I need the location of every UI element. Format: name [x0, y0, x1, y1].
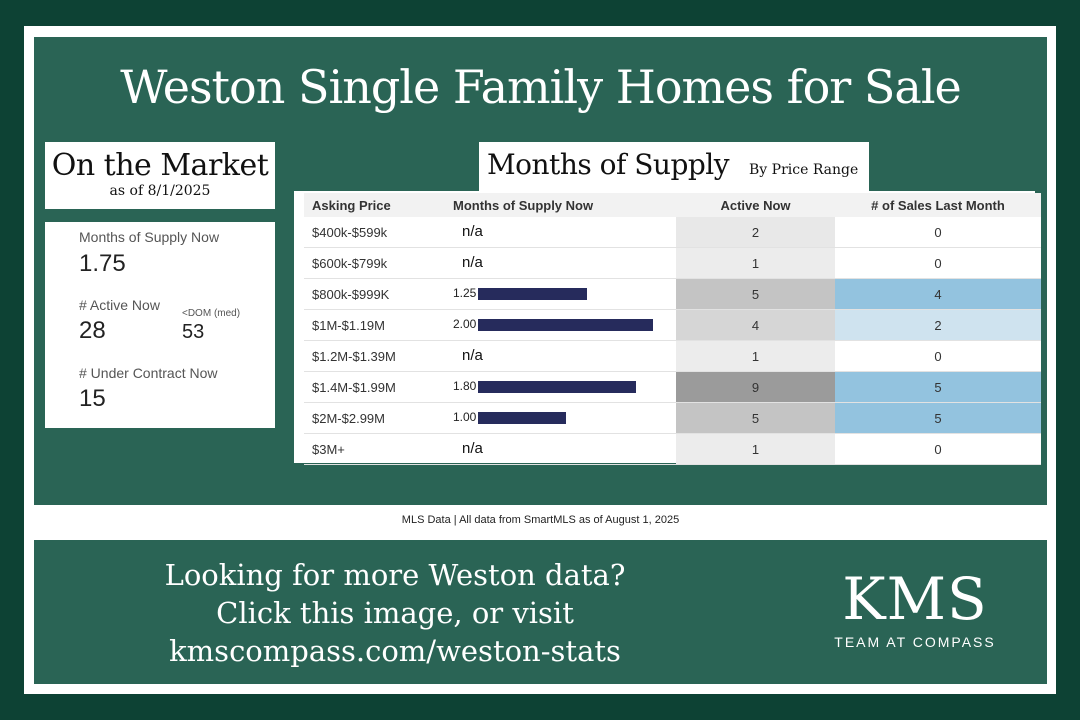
- table-row: $1.4M-$1.99M 1.80 9 5: [304, 371, 1041, 403]
- contract-value: 15: [79, 385, 106, 412]
- months-supply-cell: n/a: [445, 217, 676, 248]
- footnote: MLS Data | All data from SmartMLS as of …: [401, 514, 680, 526]
- price-range-cell: $800k-$999K: [304, 278, 445, 310]
- months-supply-value: 1.25: [453, 286, 477, 300]
- sales-last-month-cell: 0: [835, 433, 1041, 465]
- months-supply-bar: [478, 381, 636, 393]
- contract-label: # Under Contract Now: [79, 365, 218, 381]
- sales-last-month-cell: 0: [835, 340, 1041, 372]
- logo-mark: KMS: [842, 565, 988, 633]
- table-row: $600k-$799k n/a 1 0: [304, 247, 1041, 279]
- months-supply-cell: n/a: [445, 340, 676, 372]
- supply-subtitle: By Price Range: [749, 162, 859, 178]
- months-supply-na: n/a: [462, 223, 483, 240]
- header-asking-price: Asking Price: [304, 193, 445, 217]
- sales-last-month-cell: 5: [835, 402, 1041, 434]
- price-range-cell: $400k-$599k: [304, 217, 445, 248]
- header-active-now: Active Now: [676, 193, 835, 217]
- active-now-cell: 1: [676, 340, 835, 372]
- months-supply-cell: n/a: [445, 433, 676, 465]
- stats-card: Months of Supply Now 1.75 # Active Now 2…: [45, 222, 275, 428]
- months-supply-na: n/a: [462, 254, 483, 271]
- months-supply-na: n/a: [462, 347, 483, 364]
- table-row: $2M-$2.99M 1.00 5 5: [304, 402, 1041, 434]
- price-range-cell: $3M+: [304, 433, 445, 465]
- supply-title: Months of Supply: [487, 148, 730, 181]
- months-supply-value: 1.00: [453, 410, 477, 424]
- cta-line-1: Looking for more Weston data?: [164, 558, 626, 592]
- active-now-cell: 5: [676, 278, 835, 310]
- sales-last-month-cell: 0: [835, 217, 1041, 248]
- on-market-header: On the Market as of 8/1/2025: [45, 142, 275, 209]
- table-row: $1.2M-$1.39M n/a 1 0: [304, 340, 1041, 372]
- sales-last-month-cell: 5: [835, 371, 1041, 403]
- months-supply-value: 2.00: [453, 317, 477, 331]
- on-market-title: On the Market: [51, 148, 269, 183]
- months-supply-na: n/a: [462, 440, 483, 457]
- active-now-cell: 1: [676, 247, 835, 279]
- active-now-cell: 1: [676, 433, 835, 465]
- logo-subtitle: TEAM AT COMPASS: [834, 634, 996, 650]
- supply-table: Asking Price Months of Supply Now Active…: [304, 193, 1041, 465]
- on-market-date: as of 8/1/2025: [109, 183, 211, 199]
- table-row: $800k-$999K 1.25 5 4: [304, 278, 1041, 310]
- mos-label: Months of Supply Now: [79, 229, 220, 245]
- page-title: Weston Single Family Homes for Sale: [120, 60, 962, 114]
- months-supply-cell: 1.00: [445, 402, 676, 434]
- table-row: $400k-$599k n/a 2 0: [304, 217, 1041, 248]
- months-supply-cell: 1.25: [445, 278, 676, 310]
- months-supply-cell: n/a: [445, 247, 676, 279]
- table-row: $3M+ n/a 1 0: [304, 433, 1041, 465]
- months-supply-cell: 2.00: [445, 309, 676, 341]
- months-supply-bar: [478, 319, 653, 331]
- kms-logo: KMS TEAM AT COMPASS: [820, 566, 1010, 650]
- active-now-cell: 4: [676, 309, 835, 341]
- table-row: $1M-$1.19M 2.00 4 2: [304, 309, 1041, 341]
- dom-label: <DOM (med): [182, 308, 241, 319]
- sales-last-month-cell: 0: [835, 247, 1041, 279]
- months-supply-bar: [478, 412, 566, 424]
- sales-last-month-cell: 4: [835, 278, 1041, 310]
- cta-text[interactable]: Looking for more Weston data? Click this…: [130, 556, 660, 670]
- months-supply-value: 1.80: [453, 379, 477, 393]
- dom-value: 53: [182, 321, 205, 343]
- price-range-cell: $1.4M-$1.99M: [304, 371, 445, 403]
- mos-value: 1.75: [79, 250, 126, 277]
- cta-link[interactable]: kmscompass.com/weston-stats: [169, 634, 621, 668]
- months-supply-cell: 1.80: [445, 371, 676, 403]
- price-range-cell: $2M-$2.99M: [304, 402, 445, 434]
- cta-panel[interactable]: [34, 540, 1047, 684]
- price-range-cell: $600k-$799k: [304, 247, 445, 279]
- price-range-cell: $1.2M-$1.39M: [304, 340, 445, 372]
- supply-table-card: Asking Price Months of Supply Now Active…: [294, 191, 1041, 465]
- active-now-cell: 2: [676, 217, 835, 248]
- table-header-row: Asking Price Months of Supply Now Active…: [304, 193, 1041, 217]
- header-months-supply: Months of Supply Now: [445, 193, 676, 217]
- active-value: 28: [79, 317, 106, 344]
- months-supply-bar: [478, 288, 587, 300]
- active-now-cell: 9: [676, 371, 835, 403]
- price-range-cell: $1M-$1.19M: [304, 309, 445, 341]
- active-label: # Active Now: [79, 297, 160, 313]
- active-now-cell: 5: [676, 402, 835, 434]
- supply-header: Months of Supply By Price Range: [479, 142, 869, 191]
- header-sales-last-month: # of Sales Last Month: [835, 193, 1041, 217]
- sales-last-month-cell: 2: [835, 309, 1041, 341]
- cta-line-2: Click this image, or visit: [216, 596, 574, 630]
